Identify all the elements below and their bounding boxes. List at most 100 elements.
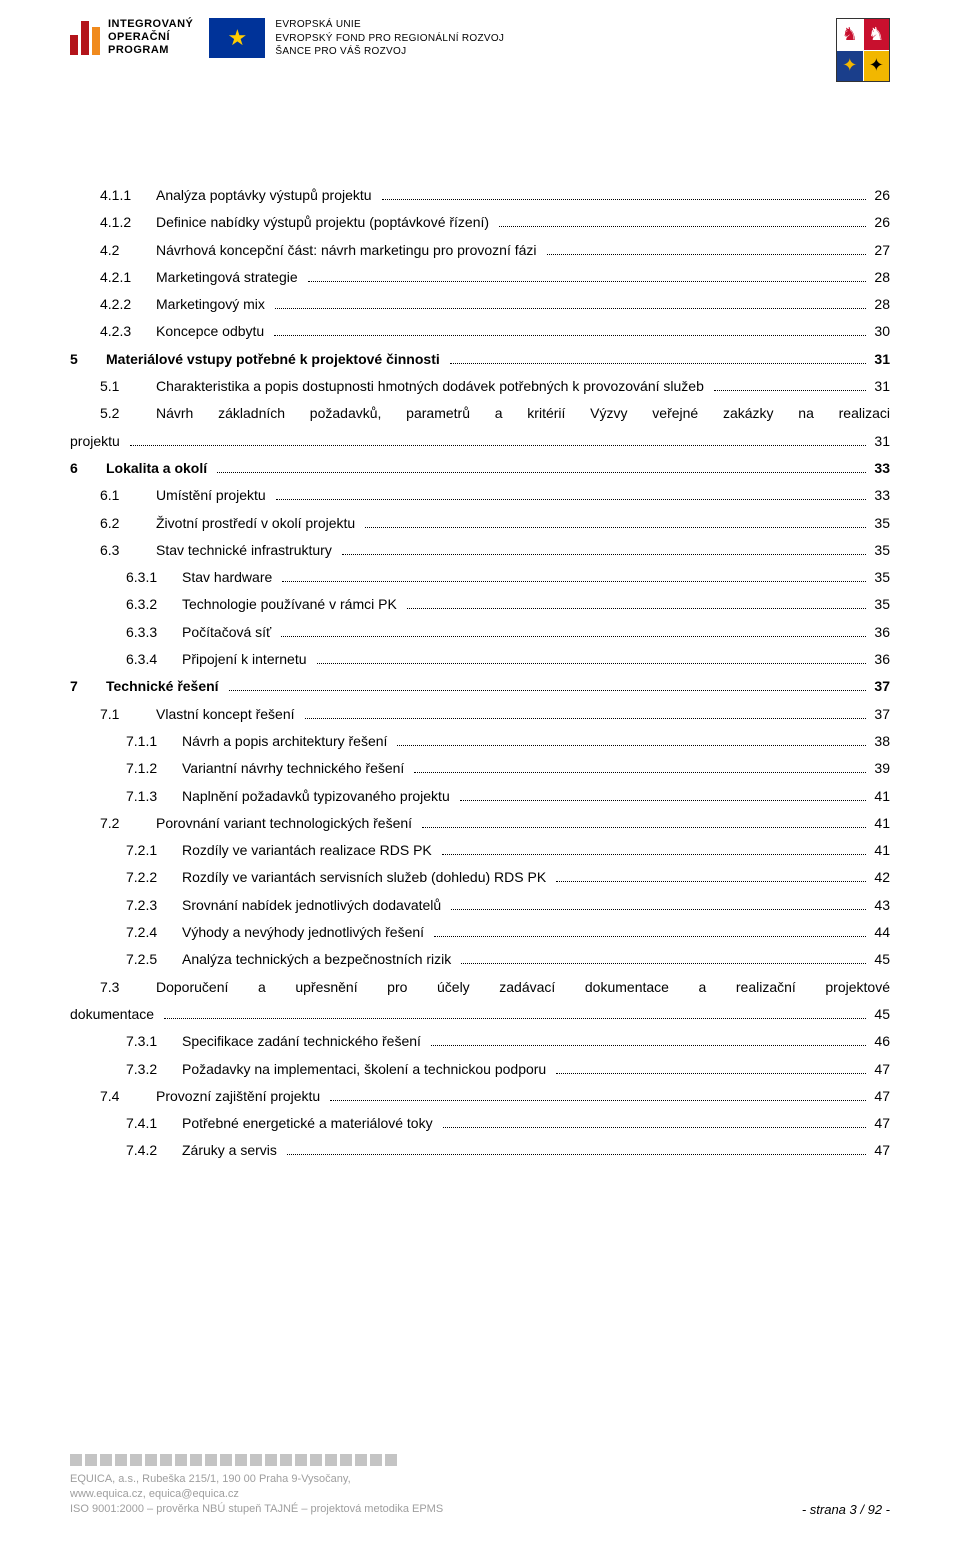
- eu-line2: EVROPSKÝ FOND PRO REGIONÁLNÍ ROZVOJ: [275, 32, 504, 46]
- toc-page-number: 30: [870, 318, 890, 345]
- toc-title: Porovnání variant technologických řešení: [156, 810, 418, 837]
- toc-leader-dots: [305, 718, 867, 719]
- toc-page-number: 26: [870, 209, 890, 236]
- toc-entry: 6.3Stav technické infrastruktury35: [100, 537, 890, 564]
- toc-entry: 5Materiálové vstupy potřebné k projektov…: [70, 346, 890, 373]
- iop-line1: INTEGROVANÝ: [108, 18, 193, 31]
- footer-line3: ISO 9001:2000 – prověrka NBÚ stupeň TAJN…: [70, 1502, 443, 1517]
- toc-number: 7.3: [100, 974, 156, 1001]
- toc-page-number: 26: [870, 182, 890, 209]
- page-number: - strana 3 / 92 -: [802, 1502, 890, 1517]
- toc-leader-dots: [414, 772, 866, 773]
- toc-number: 6.3: [100, 537, 156, 564]
- toc-entry: 6.3.4Připojení k internetu36: [126, 646, 890, 673]
- toc-number: 4.2: [100, 237, 156, 264]
- toc-leader-dots: [556, 881, 866, 882]
- toc-number: 7.2.3: [126, 892, 182, 919]
- toc-entry: 7Technické řešení 37: [70, 673, 890, 700]
- toc-title: Analýza poptávky výstupů projektu: [156, 182, 378, 209]
- toc-page-number: 45: [870, 946, 890, 973]
- toc-number: 6.3.4: [126, 646, 182, 673]
- toc-entry: 7.3.1Specifikace zadání technického řeše…: [126, 1028, 890, 1055]
- toc-entry: 7.4.1Potřebné energetické a materiálové …: [126, 1110, 890, 1137]
- toc-entry: 6.3.3Počítačová síť36: [126, 619, 890, 646]
- toc-number: 7.3.2: [126, 1056, 182, 1083]
- toc-number: 7.3.1: [126, 1028, 182, 1055]
- toc-title: Rozdíly ve variantách realizace RDS PK: [182, 837, 438, 864]
- footer-line2: www.equica.cz, equica@equica.cz: [70, 1487, 443, 1502]
- toc-leader-dots: [442, 854, 867, 855]
- document-header: INTEGROVANÝ OPERAČNÍ PROGRAM ★ EVROPSKÁ …: [70, 0, 890, 92]
- toc-number: 7.2.5: [126, 946, 182, 973]
- iop-logo: INTEGROVANÝ OPERAČNÍ PROGRAM: [70, 18, 193, 58]
- toc-entry: 5.1Charakteristika a popis dostupnosti h…: [100, 373, 890, 400]
- toc-leader-dots: [365, 527, 866, 528]
- toc-leader-dots: [382, 199, 867, 200]
- toc-title: Návrhová koncepční část: návrh marketing…: [156, 237, 543, 264]
- toc-page-number: 35: [870, 510, 890, 537]
- toc-title: Materiálové vstupy potřebné k projektové…: [106, 346, 446, 373]
- toc-title: Vlastní koncept řešení: [156, 701, 301, 728]
- eu-logo-text: EVROPSKÁ UNIE EVROPSKÝ FOND PRO REGIONÁL…: [275, 18, 504, 59]
- toc-number: 5.1: [100, 373, 156, 400]
- eu-line3: ŠANCE PRO VÁŠ ROZVOJ: [275, 45, 504, 59]
- footer-squares-divider: [70, 1454, 890, 1466]
- toc-title: Technologie používané v rámci PK: [182, 591, 403, 618]
- toc-entry: 7.2.4Výhody a nevýhody jednotlivých řeše…: [126, 919, 890, 946]
- toc-title: Variantní návrhy technického řešení: [182, 755, 410, 782]
- toc-leader-dots: [281, 636, 866, 637]
- toc-number: 4.1.2: [100, 209, 156, 236]
- toc-leader-dots: [130, 445, 867, 446]
- toc-leader-dots: [282, 581, 866, 582]
- toc-leader-dots: [422, 827, 866, 828]
- footer-company-info: EQUICA, a.s., Rubeška 215/1, 190 00 Prah…: [70, 1472, 443, 1517]
- toc-entry: 7.2.3Srovnání nabídek jednotlivých dodav…: [126, 892, 890, 919]
- toc-title: Životní prostředí v okolí projektu: [156, 510, 361, 537]
- toc-title: projektu: [70, 428, 126, 455]
- toc-entry: 7.4.2Záruky a servis47: [126, 1137, 890, 1164]
- toc-title: Potřebné energetické a materiálové toky: [182, 1110, 439, 1137]
- toc-number: 4.2.1: [100, 264, 156, 291]
- toc-title: Definice nabídky výstupů projektu (poptá…: [156, 209, 495, 236]
- toc-entry: 7.2.5Analýza technických a bezpečnostníc…: [126, 946, 890, 973]
- toc-title: Výhody a nevýhody jednotlivých řešení: [182, 919, 430, 946]
- toc-page-number: 41: [870, 783, 890, 810]
- toc-leader-dots: [714, 390, 867, 391]
- toc-page-number: 44: [870, 919, 890, 946]
- toc-page-number: 46: [870, 1028, 890, 1055]
- toc-leader-dots: [229, 690, 867, 691]
- toc-page-number: 31: [870, 373, 890, 400]
- toc-leader-dots: [217, 472, 866, 473]
- eu-flag-icon: ★: [209, 18, 265, 58]
- toc-title: Srovnání nabídek jednotlivých dodavatelů: [182, 892, 447, 919]
- toc-leader-dots: [451, 909, 866, 910]
- toc-title: Lokalita a okolí: [106, 455, 213, 482]
- toc-entry: 5.2Návrh základních požadavků, parametrů…: [100, 400, 890, 455]
- toc-leader-dots: [287, 1154, 867, 1155]
- toc-number: 4.1.1: [100, 182, 156, 209]
- toc-number: 7.2.4: [126, 919, 182, 946]
- toc-page-number: 27: [870, 237, 890, 264]
- toc-title: Marketingová strategie: [156, 264, 304, 291]
- toc-entry: 4.1.1Analýza poptávky výstupů projektu 26: [100, 182, 890, 209]
- toc-entry: 6Lokalita a okolí 33: [70, 455, 890, 482]
- toc-title: Záruky a servis: [182, 1137, 283, 1164]
- toc-title: Připojení k internetu: [182, 646, 313, 673]
- toc-leader-dots: [308, 281, 867, 282]
- toc-page-number: 37: [870, 673, 890, 700]
- toc-number: 4.2.3: [100, 318, 156, 345]
- toc-page-number: 47: [870, 1056, 890, 1083]
- toc-entry: 4.2.2Marketingový mix28: [100, 291, 890, 318]
- toc-entry: 4.2.3Koncepce odbytu30: [100, 318, 890, 345]
- toc-number: 7.2.1: [126, 837, 182, 864]
- eu-line1: EVROPSKÁ UNIE: [275, 18, 504, 32]
- toc-number: 7.4.2: [126, 1137, 182, 1164]
- toc-number: 6.1: [100, 482, 156, 509]
- iop-line3: PROGRAM: [108, 44, 193, 57]
- toc-entry: 4.2.1Marketingová strategie28: [100, 264, 890, 291]
- toc-page-number: 33: [870, 455, 890, 482]
- toc-entry: 7.3.2Požadavky na implementaci, školení …: [126, 1056, 890, 1083]
- toc-title: dokumentace: [70, 1001, 160, 1028]
- toc-title: Analýza technických a bezpečnostních riz…: [182, 946, 457, 973]
- toc-page-number: 47: [870, 1083, 890, 1110]
